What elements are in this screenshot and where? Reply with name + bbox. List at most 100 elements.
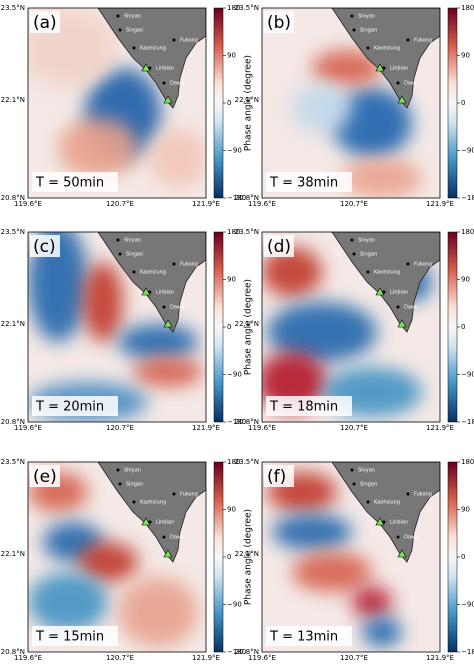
lon-tick-label: 121.9°E — [192, 424, 220, 432]
station-dot — [406, 38, 410, 42]
colorbar-tick-label: −90 — [461, 371, 474, 379]
place-name: Dawu — [404, 305, 418, 311]
lat-tick-label: 23.5°N — [1, 458, 25, 466]
colorbar-tick-label: 180 — [461, 228, 474, 236]
time-label: T = 18min — [269, 400, 338, 415]
place-name: Linbian — [390, 520, 408, 526]
land — [331, 232, 440, 333]
time-box — [32, 172, 118, 192]
station-marker — [163, 95, 173, 104]
colorbar-tick-label: −180 — [461, 648, 474, 656]
station-marker — [397, 549, 407, 558]
station-dot — [116, 468, 120, 472]
lon-tick-label: 120.7°E — [340, 424, 368, 432]
colorbar-label: Phase angle (degree) — [244, 279, 254, 375]
colorbar-tick-label: 90 — [461, 276, 470, 284]
station-marker — [375, 287, 385, 296]
colorbar — [213, 7, 224, 199]
land — [97, 232, 206, 333]
map: Shiyan Singan Kaohsiung Linbian Dawu Fukong — [262, 462, 440, 652]
place-name: Dawu — [404, 81, 418, 87]
station-dot — [382, 66, 386, 70]
lon-tick-label: 119.6°E — [14, 200, 42, 208]
map-frame — [27, 7, 207, 199]
place-name: Singan — [126, 482, 143, 488]
station-dot — [366, 500, 370, 504]
lat-tick-label: 22.1°N — [235, 320, 259, 328]
colorbar-tick-label: −180 — [461, 194, 474, 202]
station-dot — [382, 520, 386, 524]
station-dot — [396, 81, 400, 85]
label-box — [30, 11, 60, 33]
phase-region — [292, 552, 372, 592]
lat-tick-label: 20.8°N — [235, 418, 259, 426]
place-name: Fukong — [414, 262, 432, 268]
place-name: Singan — [126, 28, 143, 34]
lat-tick-label: 23.5°N — [1, 4, 25, 12]
station-dot — [148, 66, 152, 70]
station-dot — [118, 482, 122, 486]
place-name: Shiyan — [124, 14, 141, 20]
colorbar-tick-label: 180 — [227, 4, 240, 12]
map-frame — [261, 7, 441, 199]
station-dot — [148, 520, 152, 524]
colorbar-tick-label: 0 — [461, 553, 465, 561]
place-name: Fukong — [180, 492, 198, 498]
colorbar-tick-label: 0 — [227, 553, 231, 561]
panel: Shiyan Singan Kaohsiung Linbian Dawu Fukong (c… — [1, 228, 254, 432]
land — [97, 8, 206, 109]
station-dot — [162, 305, 166, 309]
colorbar — [213, 461, 224, 653]
colorbar-tick-label: 180 — [227, 458, 240, 466]
lon-tick-label: 119.6°E — [14, 654, 42, 662]
station-dot — [172, 262, 176, 266]
panel: Shiyan Singan Kaohsiung Linbian Dawu Fukong (f… — [235, 458, 474, 662]
place-name: Dawu — [170, 305, 184, 311]
colorbar-tick-label: −90 — [461, 601, 474, 609]
time-box — [32, 626, 118, 646]
colorbar-label: Phase angle (degree) — [244, 509, 254, 605]
place-name: Kaohsiung — [140, 46, 166, 52]
station-dot — [132, 270, 136, 274]
label-box — [264, 235, 294, 257]
colorbar-tick-label: 90 — [227, 276, 236, 284]
place-name: Linbian — [156, 290, 174, 296]
place-name: Singan — [360, 252, 377, 258]
panel-label: (b) — [267, 13, 291, 33]
station-marker — [141, 517, 151, 526]
place-name: Shiyan — [358, 14, 375, 20]
colorbar-tick-label: 90 — [227, 52, 236, 60]
colorbar-tick-label: 180 — [461, 458, 474, 466]
lat-tick-label: 22.1°N — [1, 96, 25, 104]
colorbar-tick-label: 0 — [461, 323, 465, 331]
lat-tick-label: 20.8°N — [1, 194, 25, 202]
time-box — [266, 626, 352, 646]
place-name: Fukong — [414, 492, 432, 498]
station-marker — [397, 95, 407, 104]
phase-region — [58, 118, 138, 178]
place-name: Singan — [126, 252, 143, 258]
lon-tick-label: 119.6°E — [248, 200, 276, 208]
phase-region — [312, 50, 382, 86]
colorbar-tick-label: 0 — [461, 99, 465, 107]
lat-tick-label: 20.8°N — [1, 418, 25, 426]
time-label: T = 13min — [269, 630, 338, 645]
place-name: Kaohsiung — [140, 270, 166, 276]
time-box — [266, 396, 352, 416]
station-dot — [406, 262, 410, 266]
station-dot — [352, 482, 356, 486]
colorbar-tick-label: −180 — [227, 648, 246, 656]
phase-region — [262, 247, 322, 297]
place-name: Linbian — [390, 290, 408, 296]
lon-tick-label: 121.9°E — [426, 200, 454, 208]
lon-tick-label: 121.9°E — [426, 424, 454, 432]
phase-region — [148, 128, 206, 188]
panel-label: (c) — [33, 237, 56, 257]
station-marker — [375, 517, 385, 526]
station-dot — [406, 492, 410, 496]
lat-tick-label: 23.5°N — [235, 4, 259, 12]
place-name: Linbian — [390, 66, 408, 72]
panel: Shiyan Singan Kaohsiung Linbian Dawu Fukong (b… — [235, 4, 474, 208]
lat-tick-label: 23.5°N — [235, 228, 259, 236]
station-dot — [350, 468, 354, 472]
